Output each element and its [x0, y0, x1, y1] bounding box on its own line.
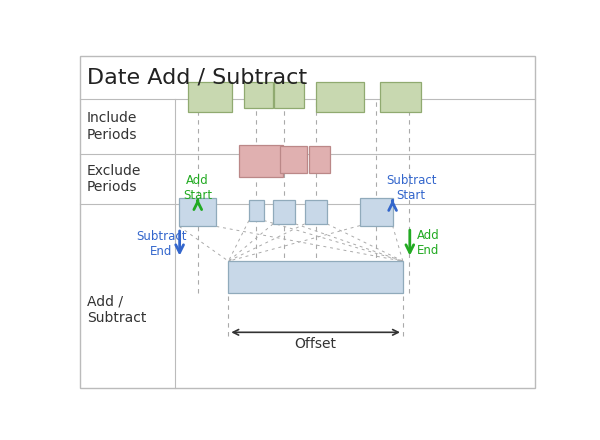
Bar — [179, 198, 217, 227]
Bar — [249, 200, 264, 220]
Bar — [316, 81, 364, 112]
Text: Date Add / Subtract: Date Add / Subtract — [86, 67, 307, 88]
Bar — [229, 261, 403, 293]
Text: Add
Start: Add Start — [183, 174, 212, 202]
Bar — [280, 146, 307, 173]
Bar — [308, 146, 329, 173]
Bar — [239, 145, 283, 177]
Text: Include
Periods: Include Periods — [86, 111, 137, 142]
Text: Subtract
End: Subtract End — [136, 230, 186, 258]
Bar — [188, 81, 232, 112]
Text: Subtract
Start: Subtract Start — [386, 174, 436, 202]
Text: Exclude
Periods: Exclude Periods — [86, 164, 141, 194]
Bar — [360, 198, 392, 226]
Bar — [274, 82, 304, 108]
Bar — [305, 200, 327, 224]
Bar — [244, 82, 274, 108]
Bar — [273, 200, 295, 224]
Text: Add /
Subtract: Add / Subtract — [86, 294, 146, 325]
Text: Add
End: Add End — [417, 229, 440, 257]
Text: Offset: Offset — [295, 337, 337, 351]
Bar — [380, 81, 421, 112]
